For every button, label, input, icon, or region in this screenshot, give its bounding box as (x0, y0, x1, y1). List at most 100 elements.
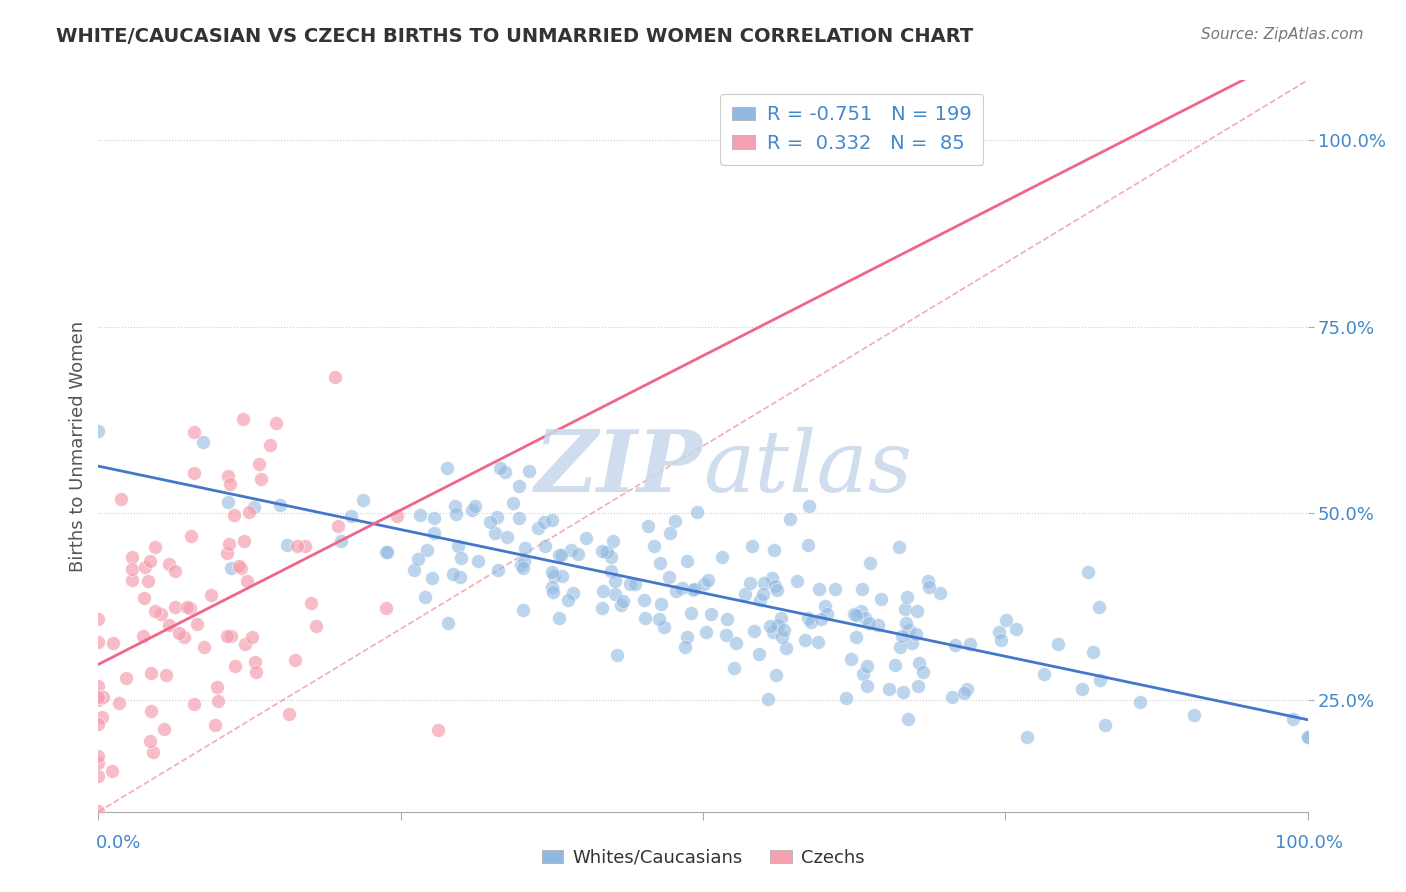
Point (139, 554, 162, 568)
Point (845, 608, 868, 623)
Point (716, 612, 738, 626)
Text: Source: ZipAtlas.com: Source: ZipAtlas.com (1201, 27, 1364, 42)
Point (650, 597, 672, 611)
Point (1182, 708, 1205, 723)
Point (450, 550, 472, 565)
Point (918, 581, 941, 595)
Point (219, 629, 242, 643)
Point (207, 694, 229, 708)
Point (502, 496, 524, 510)
Point (233, 637, 256, 651)
Point (824, 582, 846, 596)
Point (245, 665, 267, 679)
Point (228, 559, 250, 574)
Legend: R = -0.751   N = 199, R =  0.332   N =  85: R = -0.751 N = 199, R = 0.332 N = 85 (720, 94, 983, 165)
Point (218, 476, 240, 491)
Point (90, 709, 112, 723)
Point (796, 611, 818, 625)
Point (509, 558, 531, 572)
Point (548, 548, 571, 562)
Point (855, 680, 877, 694)
Point (114, 672, 136, 686)
Point (879, 682, 901, 697)
Text: WHITE/CAUCASIAN VS CZECH BIRTHS TO UNMARRIED WOMEN CORRELATION CHART: WHITE/CAUCASIAN VS CZECH BIRTHS TO UNMAR… (56, 27, 973, 45)
Point (775, 640, 797, 655)
Point (87, 693, 110, 707)
Point (205, 680, 228, 694)
Point (665, 583, 688, 598)
Point (165, 599, 187, 614)
Point (404, 563, 426, 577)
Point (1129, 695, 1152, 709)
Point (87, 635, 110, 649)
Point (142, 745, 165, 759)
Point (513, 554, 536, 568)
Point (541, 566, 564, 580)
Point (849, 604, 872, 618)
Point (853, 610, 876, 624)
Point (659, 526, 682, 541)
Point (845, 630, 868, 644)
Point (218, 537, 240, 551)
Point (139, 704, 162, 718)
Point (1296, 730, 1319, 744)
Point (91, 690, 114, 704)
Point (176, 600, 198, 615)
Point (132, 630, 155, 644)
Point (748, 647, 770, 661)
Point (766, 618, 789, 632)
Point (956, 682, 979, 697)
Point (603, 574, 626, 588)
Point (1083, 644, 1105, 658)
Point (330, 533, 353, 548)
Point (941, 690, 963, 705)
Point (136, 574, 159, 588)
Point (624, 577, 647, 591)
Point (387, 508, 409, 523)
Point (87, 690, 110, 705)
Point (761, 571, 783, 585)
Point (695, 625, 717, 640)
Point (167, 626, 190, 640)
Point (697, 573, 720, 587)
Point (612, 594, 634, 608)
Point (1090, 673, 1112, 687)
Point (634, 611, 657, 625)
Point (600, 564, 623, 578)
Point (606, 648, 628, 662)
Point (157, 558, 180, 572)
Point (139, 733, 162, 747)
Point (547, 611, 569, 625)
Point (605, 587, 627, 601)
Point (550, 549, 572, 563)
Point (658, 570, 681, 584)
Text: atlas: atlas (703, 426, 912, 509)
Point (676, 630, 699, 644)
Point (508, 511, 530, 525)
Point (420, 571, 443, 585)
Point (952, 685, 974, 699)
Point (896, 590, 918, 604)
Point (155, 668, 177, 682)
Point (797, 499, 820, 513)
Point (994, 613, 1017, 627)
Point (1017, 730, 1039, 744)
Point (110, 492, 132, 507)
Point (591, 600, 613, 615)
Point (711, 549, 734, 564)
Point (87, 424, 110, 438)
Point (749, 593, 772, 607)
Point (807, 582, 830, 596)
Point (269, 498, 291, 512)
Point (596, 545, 619, 559)
Point (643, 539, 665, 553)
Point (461, 502, 484, 516)
Point (508, 478, 530, 492)
Point (517, 464, 540, 478)
Point (534, 539, 557, 553)
Point (375, 545, 398, 559)
Point (988, 624, 1011, 639)
Point (796, 538, 818, 552)
Text: ZIP: ZIP (536, 426, 703, 509)
Point (742, 624, 765, 638)
